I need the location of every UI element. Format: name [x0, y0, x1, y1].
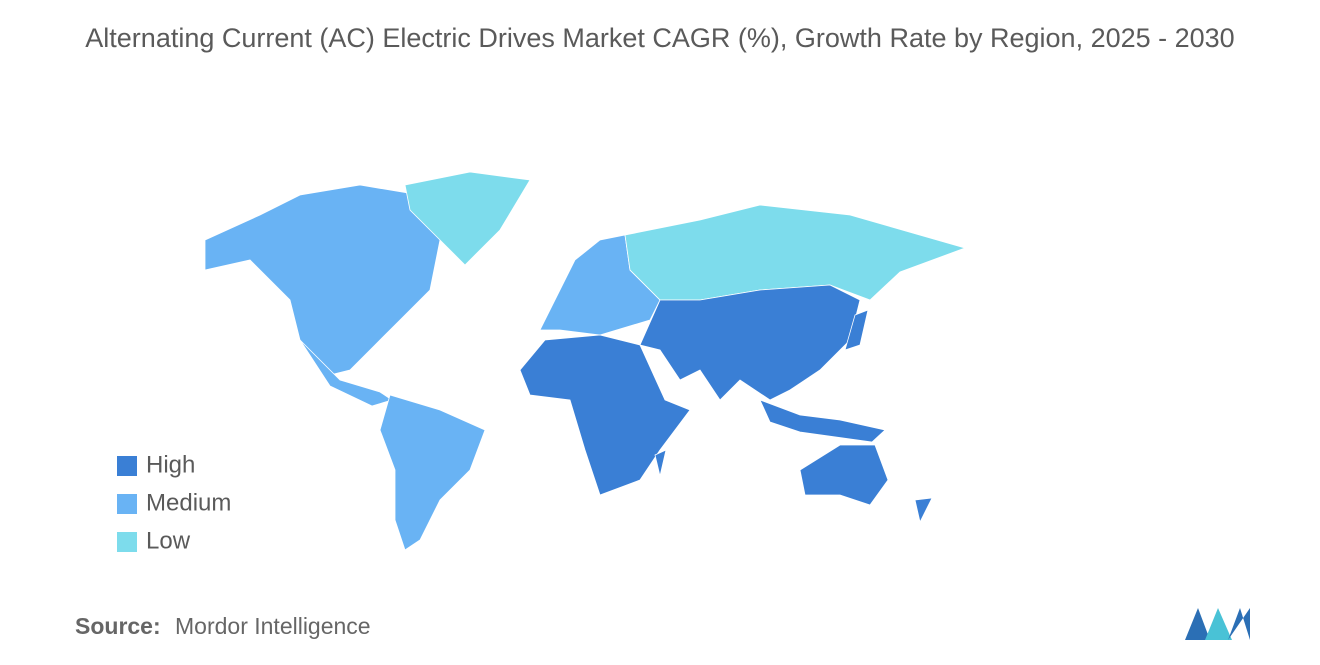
logo [1185, 608, 1250, 640]
legend-label: Medium [146, 489, 231, 516]
source-text: Mordor Intelligence [175, 613, 371, 639]
new-zealand [914, 497, 933, 524]
russia [624, 204, 967, 301]
source-label: Source: [75, 613, 161, 639]
legend: High Medium Low [117, 451, 231, 554]
southeast-asia-islands [759, 399, 886, 443]
japan [844, 309, 869, 351]
map-title: Alternating Current (AC) Electric Drives… [85, 23, 1235, 53]
madagascar [654, 449, 667, 477]
north-america [204, 184, 441, 376]
greenland [404, 171, 531, 266]
asia [639, 284, 861, 401]
world-map [204, 171, 967, 551]
legend-label: Low [146, 527, 191, 554]
australia [799, 444, 889, 506]
legend-swatch [117, 456, 137, 476]
legend-swatch [117, 494, 137, 514]
africa [519, 334, 691, 496]
legend-label: High [146, 451, 195, 478]
legend-swatch [117, 532, 137, 552]
south-america [379, 394, 486, 551]
